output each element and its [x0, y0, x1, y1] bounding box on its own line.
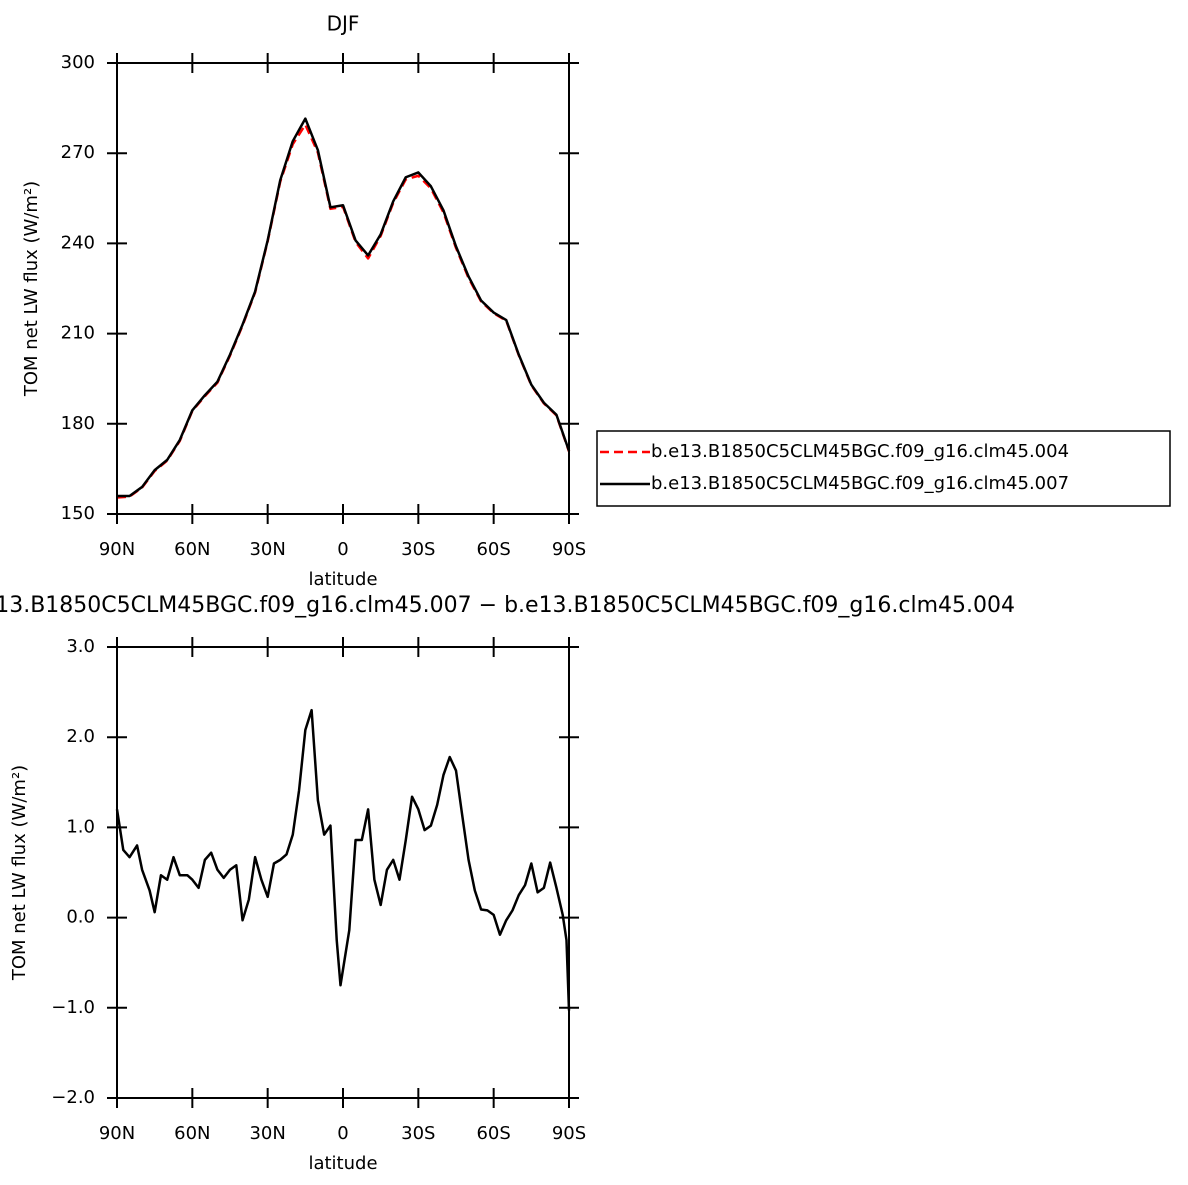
- y-axis-label: TOM net LW flux (W/m²): [9, 765, 30, 981]
- x-tick-label: 0: [337, 539, 348, 560]
- data-line: [116, 123, 571, 499]
- x-tick-label: 30S: [401, 1123, 435, 1144]
- y-tick-label: 270: [61, 142, 95, 163]
- x-tick-label: 90N: [99, 1123, 135, 1144]
- y-tick-label: 210: [61, 323, 95, 344]
- x-axis-label: latitude: [308, 1153, 377, 1174]
- legend-label: b.e13.B1850C5CLM45BGC.f09_g16.clm45.007: [651, 473, 1069, 494]
- y-tick-label: 0.0: [66, 907, 95, 928]
- x-tick-label: 90S: [552, 539, 586, 560]
- y-tick-label: 1.0: [66, 816, 95, 837]
- x-tick-label: 30N: [249, 1123, 285, 1144]
- y-tick-label: 180: [61, 413, 95, 434]
- y-tick-label: −1.0: [51, 997, 95, 1018]
- y-tick-label: 300: [61, 52, 95, 73]
- legend-box: [596, 430, 1171, 507]
- y-tick-label: 3.0: [66, 636, 95, 657]
- data-line: [115, 708, 571, 1011]
- chart-title: b.e13.B1850C5CLM45BGC.f09_g16.clm45.007 …: [0, 593, 1015, 618]
- data-line: [117, 117, 571, 498]
- x-tick-label: 30S: [401, 539, 435, 560]
- x-tick-label: 60S: [476, 1123, 510, 1144]
- x-tick-label: 30N: [249, 539, 285, 560]
- plot-frame: [116, 62, 570, 515]
- x-tick-label: 60N: [174, 539, 210, 560]
- y-axis-label: TOM net LW flux (W/m²): [21, 181, 42, 397]
- x-axis-label: latitude: [308, 569, 377, 590]
- x-tick-label: 0: [337, 1123, 348, 1144]
- y-tick-label: −2.0: [51, 1087, 95, 1108]
- legend-label: b.e13.B1850C5CLM45BGC.f09_g16.clm45.004: [651, 441, 1069, 462]
- y-tick-label: 240: [61, 232, 95, 253]
- x-tick-label: 60N: [174, 1123, 210, 1144]
- plot-frame: [116, 646, 570, 1099]
- x-tick-label: 90N: [99, 539, 135, 560]
- y-tick-label: 2.0: [66, 726, 95, 747]
- y-tick-label: 150: [61, 503, 95, 524]
- chart-title: DJF: [327, 12, 360, 36]
- x-tick-label: 60S: [476, 539, 510, 560]
- x-tick-label: 90S: [552, 1123, 586, 1144]
